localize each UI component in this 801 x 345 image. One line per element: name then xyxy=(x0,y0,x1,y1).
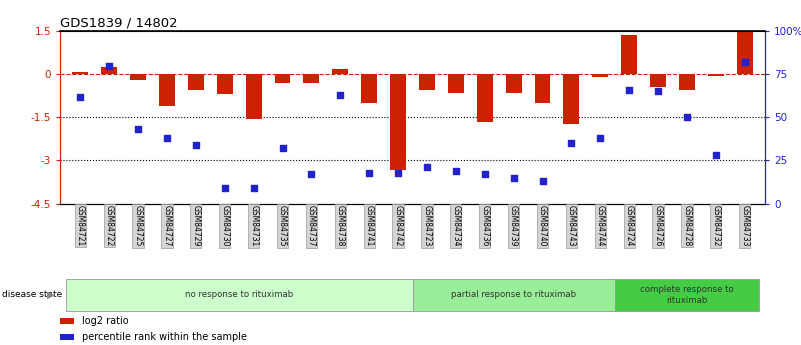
Point xyxy=(103,63,115,68)
Point xyxy=(131,127,144,132)
Bar xyxy=(622,36,637,74)
Text: GSM84743: GSM84743 xyxy=(567,205,576,247)
Bar xyxy=(60,334,74,340)
Point xyxy=(710,152,723,158)
Point xyxy=(74,94,87,99)
Text: GSM84738: GSM84738 xyxy=(336,205,344,246)
Bar xyxy=(614,279,759,311)
Point xyxy=(363,170,376,175)
Point xyxy=(536,178,549,184)
Bar xyxy=(130,74,146,80)
Bar xyxy=(650,74,666,87)
Bar xyxy=(563,74,579,125)
Text: log2 ratio: log2 ratio xyxy=(82,316,129,326)
Point xyxy=(565,140,578,146)
Text: percentile rank within the sample: percentile rank within the sample xyxy=(82,332,247,342)
Point xyxy=(421,165,433,170)
Text: disease state: disease state xyxy=(2,290,62,299)
Text: GSM84726: GSM84726 xyxy=(654,205,662,246)
Bar xyxy=(246,74,262,119)
Point xyxy=(219,185,231,191)
Bar xyxy=(413,279,614,311)
Point xyxy=(248,185,260,191)
Text: GSM84741: GSM84741 xyxy=(364,205,374,246)
Text: GSM84723: GSM84723 xyxy=(422,205,432,246)
Text: GSM84727: GSM84727 xyxy=(163,205,171,246)
Bar xyxy=(66,279,413,311)
Bar xyxy=(101,67,117,74)
Bar xyxy=(390,74,406,170)
Bar xyxy=(275,74,291,83)
Point xyxy=(478,171,491,177)
Bar xyxy=(477,74,493,122)
Point xyxy=(190,142,203,148)
Text: GSM84730: GSM84730 xyxy=(220,205,229,247)
Text: GSM84722: GSM84722 xyxy=(105,205,114,246)
Point xyxy=(739,59,751,65)
Text: GSM84736: GSM84736 xyxy=(481,205,489,247)
Bar xyxy=(188,74,203,90)
Point xyxy=(594,135,606,141)
Point xyxy=(507,175,520,180)
Bar xyxy=(534,74,550,103)
Bar xyxy=(361,74,377,103)
Bar xyxy=(679,74,695,90)
Bar xyxy=(593,74,608,77)
Text: GSM84734: GSM84734 xyxy=(451,205,461,247)
Text: GSM84721: GSM84721 xyxy=(76,205,85,246)
Point xyxy=(622,87,635,92)
Point xyxy=(305,171,318,177)
Bar xyxy=(217,74,232,94)
Text: no response to rituximab: no response to rituximab xyxy=(185,290,293,299)
Text: GSM84731: GSM84731 xyxy=(249,205,258,246)
Bar xyxy=(60,318,74,324)
Text: GSM84737: GSM84737 xyxy=(307,205,316,247)
Bar xyxy=(304,74,320,83)
Text: GSM84732: GSM84732 xyxy=(711,205,720,246)
Point xyxy=(392,170,405,175)
Text: GSM84742: GSM84742 xyxy=(393,205,403,246)
Bar xyxy=(332,69,348,74)
Text: GDS1839 / 14802: GDS1839 / 14802 xyxy=(60,17,178,30)
Point xyxy=(160,135,173,141)
Point xyxy=(276,146,289,151)
Text: GSM84725: GSM84725 xyxy=(134,205,143,246)
Point xyxy=(652,89,665,94)
Text: GSM84729: GSM84729 xyxy=(191,205,200,246)
Text: partial response to rituximab: partial response to rituximab xyxy=(451,290,576,299)
Bar xyxy=(505,74,521,93)
Text: GSM84724: GSM84724 xyxy=(625,205,634,246)
Bar xyxy=(737,32,753,74)
Text: GSM84728: GSM84728 xyxy=(682,205,691,246)
Bar xyxy=(708,74,724,76)
Bar xyxy=(448,74,464,93)
Bar xyxy=(72,72,88,74)
Text: ▶: ▶ xyxy=(47,290,54,300)
Point xyxy=(681,115,694,120)
Point xyxy=(334,92,347,98)
Text: GSM84744: GSM84744 xyxy=(596,205,605,247)
Text: complete response to
rituximab: complete response to rituximab xyxy=(640,285,734,305)
Text: GSM84735: GSM84735 xyxy=(278,205,287,247)
Bar xyxy=(419,74,435,90)
Point xyxy=(449,168,462,174)
Text: GSM84739: GSM84739 xyxy=(509,205,518,247)
Text: GSM84740: GSM84740 xyxy=(538,205,547,247)
Text: GSM84733: GSM84733 xyxy=(740,205,749,247)
Bar xyxy=(159,74,175,106)
